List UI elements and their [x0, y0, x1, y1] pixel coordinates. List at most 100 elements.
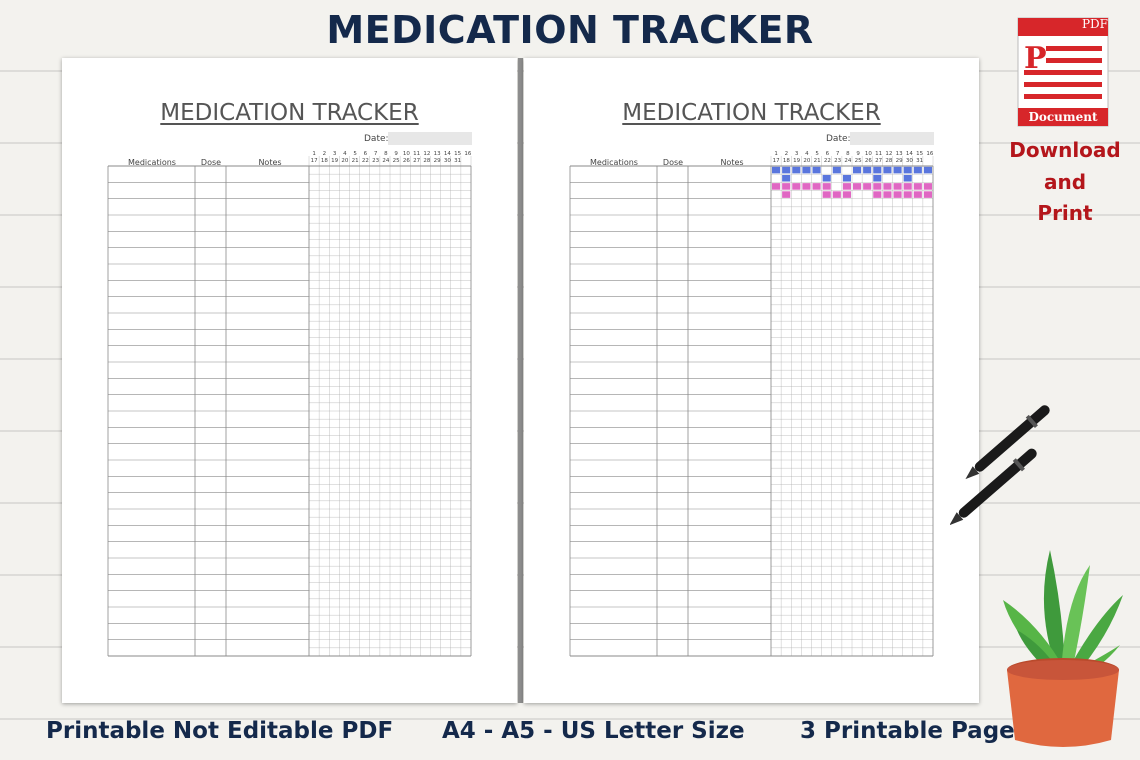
day-number: 22	[361, 158, 369, 164]
tracker-mark	[923, 191, 932, 198]
page-divider	[518, 58, 523, 703]
tracker-mark	[832, 166, 841, 174]
footer-not-editable: Printable Not Editable PDF	[46, 718, 394, 744]
day-number: 18	[320, 158, 328, 164]
day-number: 23	[372, 158, 380, 164]
tracker-mark	[903, 166, 912, 174]
day-number: 16	[464, 151, 472, 157]
day-number: 7	[835, 151, 840, 157]
day-number: 3	[794, 151, 799, 157]
tracker-mark	[913, 191, 922, 198]
day-number: 21	[813, 158, 821, 164]
day-number: 4	[805, 151, 809, 157]
day-number: 20	[803, 158, 811, 164]
tracker-mark	[893, 183, 902, 190]
day-number: 2	[784, 151, 789, 157]
date-field[interactable]	[850, 132, 934, 145]
tracker-mark	[913, 183, 922, 190]
day-number: 17	[772, 158, 780, 164]
tracker-page-sample: MEDICATION TRACKER Date: Medications Dos…	[524, 58, 979, 703]
day-number: 12	[423, 151, 431, 157]
tracker-mark	[842, 174, 851, 182]
day-number: 13	[895, 151, 903, 157]
date-field[interactable]	[388, 132, 472, 145]
day-number: 5	[815, 151, 819, 157]
pdf-letter: P	[1024, 41, 1047, 76]
day-number: 26	[402, 158, 410, 164]
tracker-mark	[903, 191, 912, 198]
day-number: 14	[443, 151, 451, 157]
day-number: 20	[341, 158, 349, 164]
date-label: Date:	[826, 134, 851, 144]
tracker-mark	[782, 183, 791, 190]
day-number: 9	[394, 151, 398, 157]
tracker-mark	[822, 183, 831, 190]
day-numbers-bottom: 17 18 19 20 21 22 23 24 25 26 27 28 29 30 31	[309, 158, 463, 164]
day-number: 6	[825, 151, 830, 157]
print-text: Print	[1037, 201, 1093, 225]
day-number: 14	[905, 151, 913, 157]
tracker-mark	[832, 191, 841, 198]
day-numbers-bottom: 17 18 19 20 21 22 23 24 25 26 27 28 29 30 31	[771, 158, 925, 164]
tracker-mark	[802, 166, 811, 174]
day-number: 30	[905, 158, 913, 164]
tracker-mark	[822, 174, 831, 182]
tracker-mark	[812, 183, 821, 190]
day-number: 4	[343, 151, 347, 157]
tracker-mark	[792, 166, 801, 174]
tracker-mark	[842, 191, 851, 198]
day-number: 31	[916, 158, 924, 164]
tracker-mark	[842, 183, 851, 190]
day-number: 19	[331, 158, 339, 164]
day-number: 21	[351, 158, 359, 164]
day-number: 10	[402, 151, 410, 157]
date-label: Date:	[364, 134, 389, 144]
footer-sizes: A4 - A5 - US Letter Size	[442, 718, 745, 744]
pens-icon	[950, 405, 1050, 526]
tracker-grid	[107, 156, 472, 657]
tracker-mark	[792, 183, 801, 190]
tracker-mark	[802, 183, 811, 190]
tracker-mark	[812, 166, 821, 174]
tracker-mark	[873, 166, 882, 174]
page-title: MEDICATION TRACKER	[622, 100, 881, 126]
tracker-mark	[903, 174, 912, 182]
day-number: 1	[312, 151, 316, 157]
day-number: 24	[844, 158, 852, 164]
tracker-mark	[923, 183, 932, 190]
pdf-document-label: Document	[1028, 110, 1098, 124]
day-number: 28	[885, 158, 893, 164]
tracker-mark	[782, 191, 791, 198]
day-number: 5	[353, 151, 357, 157]
day-number: 29	[895, 158, 903, 164]
column-header-notes: Notes	[258, 158, 282, 167]
day-numbers-top: 1 2 3 4 5 6 7 8 9 10 11 12 13 14 15 16	[771, 151, 935, 157]
tracker-mark	[893, 191, 902, 198]
day-number: 17	[310, 158, 318, 164]
day-number: 26	[864, 158, 872, 164]
tracker-mark	[822, 191, 831, 198]
column-header-dose: Dose	[200, 158, 222, 167]
tracker-mark	[923, 166, 932, 174]
pdf-document-icon: P	[1017, 17, 1109, 127]
day-number: 27	[413, 158, 421, 164]
tracker-mark	[883, 183, 892, 190]
day-number: 22	[823, 158, 831, 164]
tracker-mark	[782, 174, 791, 182]
and-text: and	[1043, 170, 1087, 194]
day-numbers-top: 1 2 3 4 5 6 7 8 9 10 11 12 13 14 15 16	[309, 151, 473, 157]
download-text: Download	[1009, 138, 1121, 162]
day-number: 29	[433, 158, 441, 164]
day-number: 15	[454, 151, 462, 157]
tracker-mark	[873, 174, 882, 182]
day-number: 16	[926, 151, 934, 157]
day-number: 11	[875, 151, 883, 157]
day-number: 31	[454, 158, 462, 164]
day-number: 11	[413, 151, 421, 157]
potted-plant-icon	[1003, 550, 1123, 747]
tracker-mark	[893, 166, 902, 174]
day-number: 8	[384, 151, 388, 157]
tracker-mark	[782, 166, 791, 174]
day-number: 12	[885, 151, 893, 157]
day-number: 3	[332, 151, 337, 157]
